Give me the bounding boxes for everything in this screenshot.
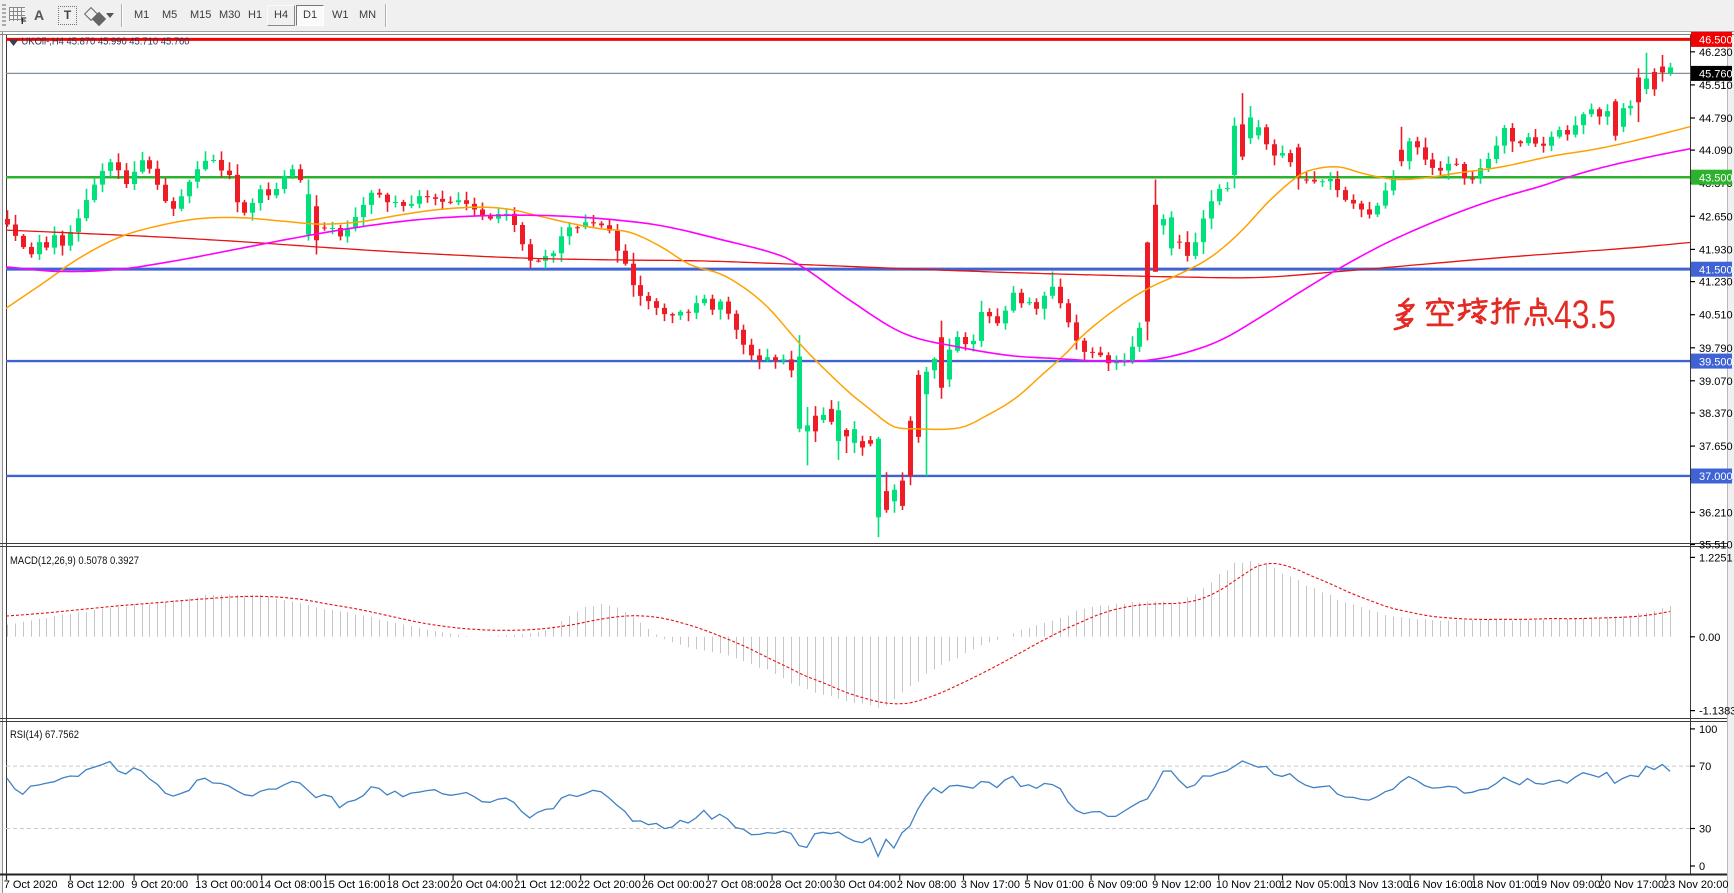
svg-text:20 Nov 17:00: 20 Nov 17:00: [1599, 879, 1664, 891]
svg-text:42.650: 42.650: [1699, 211, 1733, 223]
svg-text:6 Nov 09:00: 6 Nov 09:00: [1088, 879, 1147, 891]
svg-text:39.070: 39.070: [1699, 376, 1733, 388]
svg-text:2 Nov 08:00: 2 Nov 08:00: [897, 879, 956, 891]
svg-text:30 Oct 04:00: 30 Oct 04:00: [833, 879, 896, 891]
svg-text:MACD(12,26,9) 0.5078 0.3927: MACD(12,26,9) 0.5078 0.3927: [10, 555, 139, 567]
svg-text:100: 100: [1699, 724, 1717, 736]
svg-text:15 Oct 16:00: 15 Oct 16:00: [323, 879, 386, 891]
svg-text:37.000: 37.000: [1699, 471, 1733, 483]
svg-text:8 Oct 12:00: 8 Oct 12:00: [68, 879, 125, 891]
svg-text:41.500: 41.500: [1699, 264, 1733, 276]
svg-text:0: 0: [1699, 861, 1705, 873]
svg-text:38.370: 38.370: [1699, 408, 1733, 420]
svg-text:41.930: 41.930: [1699, 244, 1733, 256]
svg-text:44.790: 44.790: [1699, 113, 1733, 125]
svg-text:36.210: 36.210: [1699, 507, 1733, 519]
svg-text:9 Oct 20:00: 9 Oct 20:00: [131, 879, 188, 891]
svg-text:43.500: 43.500: [1699, 172, 1733, 184]
svg-text:22 Oct 20:00: 22 Oct 20:00: [578, 879, 641, 891]
svg-text:23 Nov 20:00: 23 Nov 20:00: [1663, 879, 1728, 891]
svg-text:27 Oct 08:00: 27 Oct 08:00: [706, 879, 769, 891]
svg-text:UKOil-,H4 45.870 45.990 45.71: UKOil-,H4 45.870 45.990 45.710 45.760: [22, 36, 190, 48]
svg-text:12 Nov 05:00: 12 Nov 05:00: [1280, 879, 1345, 891]
svg-text:3 Nov 17:00: 3 Nov 17:00: [961, 879, 1020, 891]
svg-text:18 Oct 23:00: 18 Oct 23:00: [387, 879, 450, 891]
svg-text:46.500: 46.500: [1699, 35, 1733, 47]
svg-text:43.5: 43.5: [1554, 293, 1616, 337]
svg-text:9 Nov 12:00: 9 Nov 12:00: [1152, 879, 1211, 891]
svg-text:13 Nov 13:00: 13 Nov 13:00: [1344, 879, 1409, 891]
svg-text:7 Oct 2020: 7 Oct 2020: [4, 879, 58, 891]
svg-text:14 Oct 08:00: 14 Oct 08:00: [259, 879, 322, 891]
svg-text:28 Oct 20:00: 28 Oct 20:00: [769, 879, 832, 891]
svg-text:39.500: 39.500: [1699, 356, 1733, 368]
svg-text:46.230: 46.230: [1699, 47, 1733, 59]
svg-text:41.230: 41.230: [1699, 277, 1733, 289]
svg-text:19 Nov 09:00: 19 Nov 09:00: [1535, 879, 1600, 891]
svg-text:13 Oct 00:00: 13 Oct 00:00: [195, 879, 258, 891]
svg-text:20 Oct 04:00: 20 Oct 04:00: [450, 879, 513, 891]
svg-text:30: 30: [1699, 824, 1711, 836]
svg-text:40.510: 40.510: [1699, 310, 1733, 322]
svg-text:10 Nov 21:00: 10 Nov 21:00: [1216, 879, 1281, 891]
svg-text:37.650: 37.650: [1699, 441, 1733, 453]
svg-text:70: 70: [1699, 761, 1711, 773]
svg-text:26 Oct 00:00: 26 Oct 00:00: [642, 879, 705, 891]
svg-text:45.760: 45.760: [1699, 69, 1733, 81]
svg-text:1.2251: 1.2251: [1699, 552, 1733, 564]
svg-text:18 Nov 01:00: 18 Nov 01:00: [1471, 879, 1536, 891]
svg-text:-1.1383: -1.1383: [1699, 706, 1734, 718]
svg-text:16 Nov 16:00: 16 Nov 16:00: [1407, 879, 1472, 891]
svg-text:44.090: 44.090: [1699, 145, 1733, 157]
svg-text:0.00: 0.00: [1699, 632, 1720, 644]
svg-text:45.510: 45.510: [1699, 80, 1733, 92]
svg-text:5 Nov 01:00: 5 Nov 01:00: [1025, 879, 1084, 891]
svg-text:35.510: 35.510: [1699, 540, 1733, 552]
svg-text:RSI(14) 67.7562: RSI(14) 67.7562: [10, 729, 79, 741]
svg-text:21 Oct 12:00: 21 Oct 12:00: [514, 879, 577, 891]
svg-text:39.790: 39.790: [1699, 343, 1733, 355]
